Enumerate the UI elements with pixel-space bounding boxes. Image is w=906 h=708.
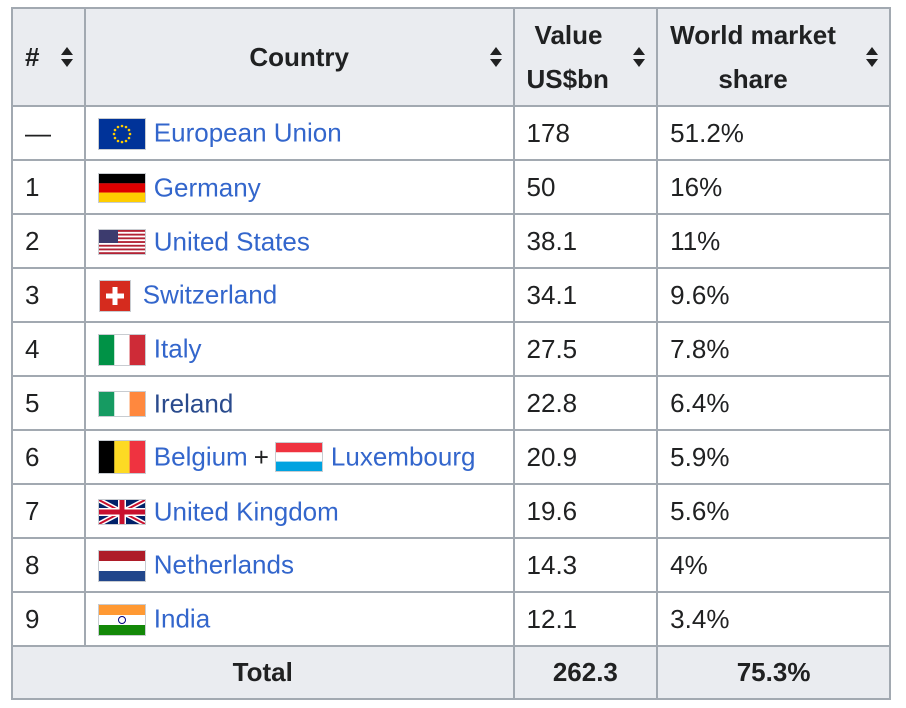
rank-header-label: # — [25, 41, 40, 72]
value-cell: 38.1 — [512, 213, 659, 269]
value-cell: 34.1 — [512, 267, 659, 323]
country-cell: India — [83, 591, 515, 647]
share-cell: 4% — [656, 537, 891, 593]
germany-flag-icon — [97, 172, 146, 203]
table-row: 8 Netherlands 14.3 4% — [11, 537, 891, 593]
rank-cell: 1 — [11, 159, 86, 215]
country-link[interactable]: India — [153, 604, 211, 635]
country-cell: Ireland — [83, 375, 515, 431]
italy-flag-icon — [97, 333, 146, 366]
country-cell: Netherlands — [83, 537, 515, 593]
value-cell: 20.9 — [512, 429, 659, 485]
rank-cell: 3 — [11, 267, 86, 323]
share-cell: 3.4% — [656, 591, 891, 647]
total-label: Total — [11, 645, 515, 700]
eu-flag-icon — [97, 117, 146, 150]
country-link[interactable]: European Union — [153, 118, 342, 149]
rank-cell: 4 — [11, 321, 86, 377]
table-row: 9 India 12.1 3.4% — [11, 591, 891, 647]
value-cell: 12.1 — [512, 591, 659, 647]
value-cell: 178 — [512, 105, 659, 161]
value-header-line1: Value — [534, 20, 603, 50]
uk-flag-icon — [97, 498, 146, 525]
total-row: Total 262.3 75.3% — [11, 645, 891, 700]
rank-cell: 5 — [11, 375, 86, 431]
value-header-line2: US$bn — [526, 64, 609, 94]
value-cell: 14.3 — [512, 537, 659, 593]
total-share: 75.3% — [656, 645, 891, 700]
table-row: 2 United States 38.1 11% — [11, 213, 891, 269]
country-link[interactable]: Switzerland — [142, 280, 278, 311]
country-link[interactable]: United Kingdom — [153, 496, 339, 527]
country-link[interactable]: Ireland — [153, 388, 234, 419]
country-link[interactable]: Belgium — [153, 441, 248, 472]
rank-cell: 9 — [11, 591, 86, 647]
india-flag-icon — [97, 603, 146, 636]
value-header[interactable]: Value US$bn — [512, 7, 659, 107]
country-header-label: Country — [249, 41, 349, 72]
total-value: 262.3 — [512, 645, 659, 700]
table-row: — European Union 178 51.2% — [11, 105, 891, 161]
table-row: 3 Switzerland 34.1 9.6% — [11, 267, 891, 323]
country-link[interactable]: United States — [153, 226, 310, 257]
country-link[interactable]: Germany — [153, 172, 261, 203]
share-header[interactable]: World market share — [656, 7, 891, 107]
rank-cell: 7 — [11, 483, 86, 539]
share-cell: 11% — [656, 213, 891, 269]
luxembourg-flag-icon — [274, 442, 323, 473]
sort-arrows-icon[interactable] — [632, 46, 646, 68]
switzerland-flag-icon — [98, 279, 131, 312]
ireland-flag-icon — [97, 390, 146, 417]
country-link[interactable]: Italy — [153, 334, 202, 365]
sort-arrows-icon[interactable] — [489, 46, 503, 68]
plus-sign: + — [253, 441, 269, 472]
rank-cell: 6 — [11, 429, 86, 485]
usa-flag-icon — [97, 228, 146, 255]
table-row: 6 Belgium + Luxembourg 20.9 5.9% — [11, 429, 891, 485]
country-cell: Belgium + Luxembourg — [83, 429, 515, 485]
share-header-line2: share — [718, 64, 788, 94]
rank-header[interactable]: # — [11, 7, 86, 107]
table-row: 4 Italy 27.5 7.8% — [11, 321, 891, 377]
share-cell: 6.4% — [656, 375, 891, 431]
value-cell: 22.8 — [512, 375, 659, 431]
share-cell: 9.6% — [656, 267, 891, 323]
rank-cell: 2 — [11, 213, 86, 269]
share-cell: 51.2% — [656, 105, 891, 161]
country-header[interactable]: Country — [83, 7, 515, 107]
table-row: 5 Ireland 22.8 6.4% — [11, 375, 891, 431]
country-cell: Italy — [83, 321, 515, 377]
exports-table: # Country Value US$bn World market share — [11, 7, 891, 700]
country-cell: European Union — [83, 105, 515, 161]
rank-cell: 8 — [11, 537, 86, 593]
share-cell: 7.8% — [656, 321, 891, 377]
header-row: # Country Value US$bn World market share — [11, 7, 891, 107]
value-cell: 19.6 — [512, 483, 659, 539]
rank-cell: — — [11, 105, 86, 161]
share-cell: 5.6% — [656, 483, 891, 539]
share-cell: 5.9% — [656, 429, 891, 485]
country-cell: United States — [83, 213, 515, 269]
value-cell: 50 — [512, 159, 659, 215]
table-row: 7 United Kingdom 19.6 5.6% — [11, 483, 891, 539]
value-cell: 27.5 — [512, 321, 659, 377]
sort-arrows-icon[interactable] — [60, 46, 74, 68]
country-cell: Switzerland — [83, 267, 515, 323]
country-link[interactable]: Luxembourg — [330, 441, 476, 472]
netherlands-flag-icon — [97, 549, 146, 582]
belgium-flag-icon — [97, 440, 146, 475]
country-link[interactable]: Netherlands — [153, 550, 294, 581]
share-cell: 16% — [656, 159, 891, 215]
country-cell: Germany — [83, 159, 515, 215]
table-row: 1 Germany 50 16% — [11, 159, 891, 215]
sort-arrows-icon[interactable] — [865, 46, 879, 68]
share-header-line1: World market — [670, 20, 836, 50]
country-cell: United Kingdom — [83, 483, 515, 539]
